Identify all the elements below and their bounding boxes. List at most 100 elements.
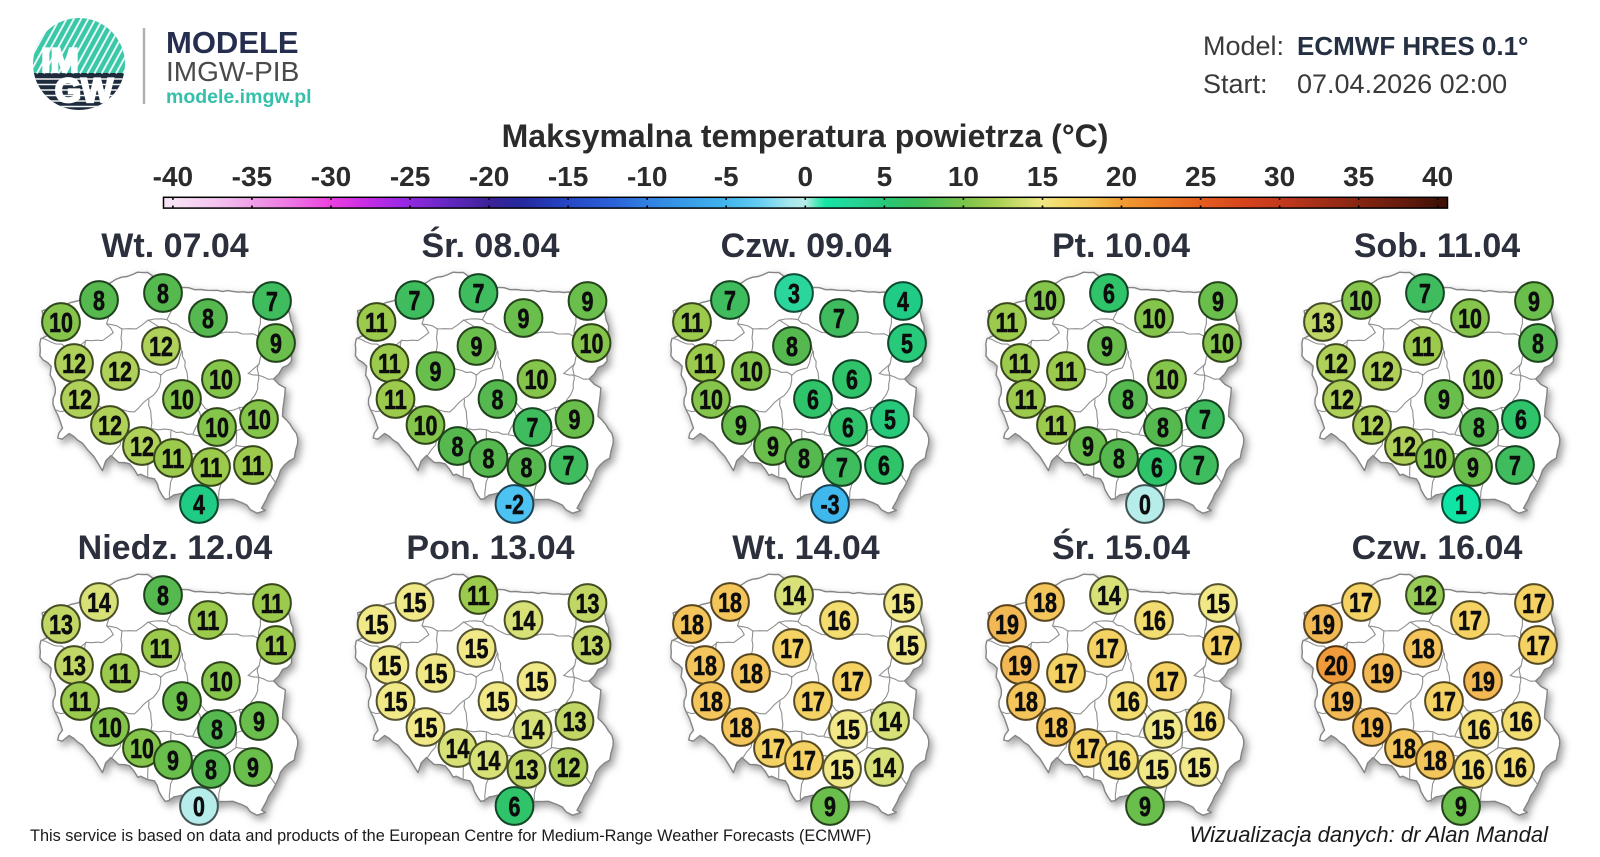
svg-text:15: 15 xyxy=(1145,756,1169,786)
svg-text:9: 9 xyxy=(1528,288,1540,318)
svg-text:13: 13 xyxy=(62,652,86,682)
svg-text:Pt. 10.04: Pt. 10.04 xyxy=(1052,227,1190,265)
svg-text:8: 8 xyxy=(521,454,533,484)
svg-text:9: 9 xyxy=(471,333,483,363)
svg-text:11: 11 xyxy=(261,590,284,620)
svg-text:6: 6 xyxy=(1103,280,1115,310)
svg-text:19: 19 xyxy=(995,611,1019,641)
svg-text:Niedz. 12.04: Niedz. 12.04 xyxy=(78,529,273,567)
svg-text:10: 10 xyxy=(739,358,763,388)
svg-text:17: 17 xyxy=(840,668,864,698)
svg-text:19: 19 xyxy=(1360,714,1384,744)
svg-text:8: 8 xyxy=(1473,414,1485,444)
svg-text:9: 9 xyxy=(253,708,265,738)
svg-text:19: 19 xyxy=(1471,668,1495,698)
svg-text:6: 6 xyxy=(842,414,854,444)
svg-text:17: 17 xyxy=(761,735,785,765)
svg-text:9: 9 xyxy=(1438,386,1450,416)
svg-text:30: 30 xyxy=(1264,161,1295,192)
svg-text:14: 14 xyxy=(477,747,501,777)
svg-text:14: 14 xyxy=(521,716,545,746)
svg-text:10: 10 xyxy=(1142,305,1166,335)
svg-text:14: 14 xyxy=(878,708,902,738)
svg-text:15: 15 xyxy=(424,660,448,690)
svg-text:8: 8 xyxy=(157,582,169,612)
svg-text:7: 7 xyxy=(833,305,845,335)
svg-text:0: 0 xyxy=(1139,491,1151,521)
svg-text:12: 12 xyxy=(1392,433,1416,463)
svg-text:10: 10 xyxy=(98,714,122,744)
svg-text:18: 18 xyxy=(1014,688,1038,718)
svg-text:-2: -2 xyxy=(505,491,524,521)
svg-text:Czw. 09.04: Czw. 09.04 xyxy=(721,227,892,265)
svg-text:9: 9 xyxy=(270,330,282,360)
svg-text:14: 14 xyxy=(87,589,111,619)
svg-text:15: 15 xyxy=(384,688,408,718)
svg-text:11: 11 xyxy=(681,309,704,339)
svg-text:6: 6 xyxy=(807,386,819,416)
svg-text:IMGW-PIB: IMGW-PIB xyxy=(166,56,299,87)
svg-text:18: 18 xyxy=(1423,747,1447,777)
svg-text:9: 9 xyxy=(518,305,530,335)
svg-text:6: 6 xyxy=(846,366,858,396)
svg-text:13: 13 xyxy=(563,708,587,738)
svg-text:Wt. 07.04: Wt. 07.04 xyxy=(101,227,248,265)
svg-text:18: 18 xyxy=(729,714,753,744)
svg-text:40: 40 xyxy=(1422,161,1453,192)
svg-text:Maksymalna temperatura powietr: Maksymalna temperatura powietrza (°C) xyxy=(502,118,1109,154)
svg-text:11: 11 xyxy=(197,607,220,637)
svg-text:1: 1 xyxy=(1455,491,1467,521)
svg-text:17: 17 xyxy=(801,688,825,718)
svg-text:10: 10 xyxy=(414,412,438,442)
svg-text:8: 8 xyxy=(492,386,504,416)
svg-text:15: 15 xyxy=(895,632,919,662)
svg-text:9: 9 xyxy=(1467,454,1479,484)
svg-text:7: 7 xyxy=(563,452,575,482)
svg-text:12: 12 xyxy=(108,358,132,388)
svg-text:10: 10 xyxy=(1210,330,1234,360)
svg-text:-35: -35 xyxy=(232,161,272,192)
svg-text:7: 7 xyxy=(473,280,485,310)
svg-text:9: 9 xyxy=(1212,288,1224,318)
svg-text:15: 15 xyxy=(1206,590,1230,620)
svg-text:8: 8 xyxy=(786,333,798,363)
svg-text:12: 12 xyxy=(1330,386,1354,416)
svg-text:16: 16 xyxy=(1107,747,1131,777)
svg-text:11: 11 xyxy=(1009,350,1032,380)
svg-text:12: 12 xyxy=(130,433,154,463)
svg-text:0: 0 xyxy=(193,793,205,823)
svg-text:19: 19 xyxy=(1008,652,1032,682)
svg-text:3: 3 xyxy=(788,280,800,310)
svg-text:11: 11 xyxy=(1055,358,1078,388)
svg-text:9: 9 xyxy=(176,688,188,718)
svg-text:13: 13 xyxy=(580,632,604,662)
svg-text:12: 12 xyxy=(98,412,122,442)
svg-text:18: 18 xyxy=(739,660,763,690)
svg-text:17: 17 xyxy=(1095,635,1119,665)
svg-text:15: 15 xyxy=(830,756,854,786)
svg-text:modele.imgw.pl: modele.imgw.pl xyxy=(166,86,312,108)
svg-text:9: 9 xyxy=(569,406,581,436)
svg-text:9: 9 xyxy=(1139,793,1151,823)
svg-text:6: 6 xyxy=(878,452,890,482)
svg-text:-20: -20 xyxy=(469,161,509,192)
svg-text:5: 5 xyxy=(901,330,913,360)
svg-text:6: 6 xyxy=(1515,406,1527,436)
svg-text:-10: -10 xyxy=(627,161,667,192)
svg-text:12: 12 xyxy=(1360,412,1384,442)
svg-text:17: 17 xyxy=(1522,590,1546,620)
svg-text:-30: -30 xyxy=(311,161,351,192)
svg-text:5: 5 xyxy=(877,161,893,192)
svg-text:17: 17 xyxy=(1155,668,1179,698)
svg-text:14: 14 xyxy=(872,754,896,784)
svg-text:15: 15 xyxy=(1027,161,1058,192)
svg-text:12: 12 xyxy=(149,333,173,363)
svg-text:12: 12 xyxy=(557,754,581,784)
svg-text:Śr. 15.04: Śr. 15.04 xyxy=(1052,529,1190,567)
svg-text:17: 17 xyxy=(1458,607,1482,637)
svg-text:15: 15 xyxy=(1151,716,1175,746)
svg-text:15: 15 xyxy=(403,589,427,619)
svg-text:18: 18 xyxy=(1044,714,1068,744)
svg-text:11: 11 xyxy=(69,688,92,718)
svg-text:11: 11 xyxy=(996,309,1019,339)
